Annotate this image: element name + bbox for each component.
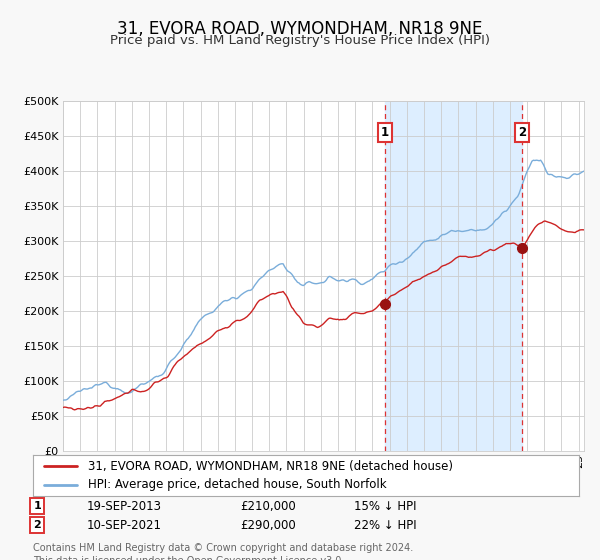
Text: 19-SEP-2013: 19-SEP-2013: [87, 500, 162, 513]
Text: Contains HM Land Registry data © Crown copyright and database right 2024.
This d: Contains HM Land Registry data © Crown c…: [33, 543, 413, 560]
Text: 2: 2: [34, 520, 41, 530]
Text: 31, EVORA ROAD, WYMONDHAM, NR18 9NE (detached house): 31, EVORA ROAD, WYMONDHAM, NR18 9NE (det…: [88, 460, 452, 473]
Text: 10-SEP-2021: 10-SEP-2021: [87, 519, 162, 532]
Text: 1: 1: [34, 501, 41, 511]
Text: 15% ↓ HPI: 15% ↓ HPI: [354, 500, 416, 513]
Text: HPI: Average price, detached house, South Norfolk: HPI: Average price, detached house, Sout…: [88, 478, 386, 491]
Text: 2: 2: [518, 126, 526, 139]
Text: 31, EVORA ROAD, WYMONDHAM, NR18 9NE: 31, EVORA ROAD, WYMONDHAM, NR18 9NE: [118, 20, 482, 38]
Bar: [385, 101, 522, 451]
Text: Price paid vs. HM Land Registry's House Price Index (HPI): Price paid vs. HM Land Registry's House …: [110, 34, 490, 46]
Text: 1: 1: [380, 126, 389, 139]
Text: £210,000: £210,000: [240, 500, 296, 513]
Text: £290,000: £290,000: [240, 519, 296, 532]
Text: 22% ↓ HPI: 22% ↓ HPI: [354, 519, 416, 532]
